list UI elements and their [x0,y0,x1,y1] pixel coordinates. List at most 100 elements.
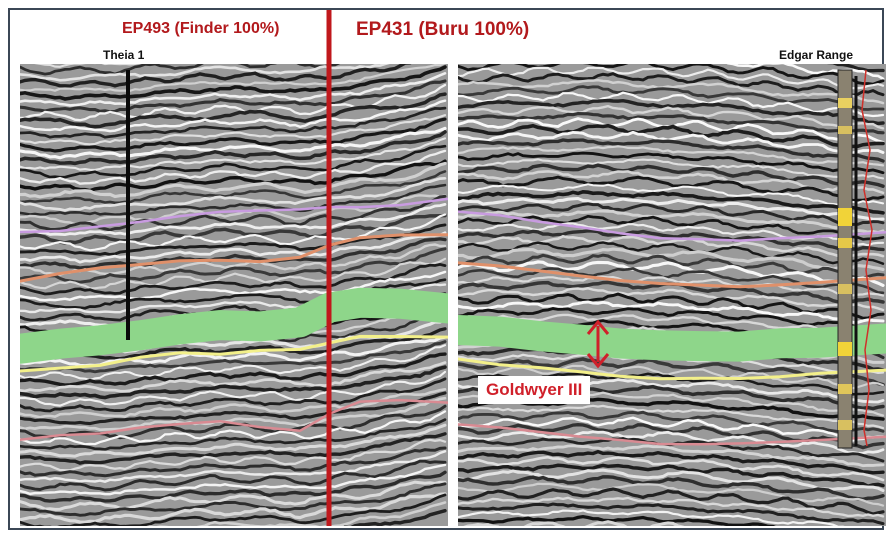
seismic-trace-right [458,123,885,150]
seismic-trace-right [458,357,885,387]
seismic-trace-left [20,117,447,153]
seismic-trace-left [20,64,446,92]
seismic-trace-left [20,149,447,185]
seismic-trace-left [20,64,390,82]
horizon-purple-right [458,210,886,242]
seismic-trace-left [20,213,447,245]
seismic-trace-right [458,529,883,536]
seismic-trace-left [20,270,447,302]
seismic-trace-right [458,130,885,155]
seismic-trace-right [458,138,885,163]
seismic-trace-left [20,237,447,270]
seismic-trace-right [458,502,885,526]
seismic-trace-left [20,194,447,232]
seismic-trace-right [458,209,885,235]
well-log-edgar-range [837,69,873,449]
seismic-trace-right [458,430,885,455]
seismic-trace-left [20,418,447,451]
seismic-trace-left [20,64,341,76]
formation-label-goldwyer-iii: Goldwyer III [478,376,591,404]
seismic-trace-right [458,214,885,241]
seismic-trace-right [458,267,885,295]
seismic-trace-right [458,202,885,227]
seismic-trace-right [463,520,739,526]
seismic-trace-left [20,370,447,407]
seismic-section-left [20,64,448,526]
seismic-trace-right [458,196,885,221]
seismic-trace-left [20,361,447,393]
seismic-trace-right [458,313,885,337]
seismic-trace-right [458,482,885,507]
seismic-section-right [458,64,886,536]
lease-label-ep493: EP493 (Finder 100%) [122,20,280,37]
seismic-trace-left [20,130,447,166]
seismic-trace-right [458,91,885,118]
seismic-trace-right [458,175,885,203]
horizon-pink-right [458,423,886,446]
seismic-trace-right [458,275,885,297]
seismic-trace-right [458,287,885,312]
seismic-trace-right [458,444,885,468]
seismic-trace-right [458,229,885,252]
seismic-trace-right [458,78,885,105]
horizon-yellow-left [20,334,448,373]
seismic-trace-right [458,404,885,430]
seismic-trace-left [20,410,447,446]
seismic-trace-left [20,446,447,478]
seismic-trace-left [20,126,447,160]
horizon-orange-left [20,233,448,283]
seismic-trace-left [20,450,447,483]
well-label-theia-1: Theia 1 [103,48,145,62]
seismic-trace-left [20,170,447,205]
seismic-trace-right [458,416,885,442]
seismic-trace-right [458,253,885,280]
seismic-trace-right [458,66,885,90]
seismic-trace-left [20,493,447,526]
horizon-green-left [20,287,448,364]
seismic-trace-left [20,144,447,179]
seismic-trace-left [20,262,447,296]
seismic-trace-left [20,257,447,290]
seismic-trace-right [458,183,885,206]
seismic-trace-left [20,438,447,472]
seismic-trace-right [458,234,885,258]
seismic-trace-right [458,509,845,526]
seismic-trace-left [20,99,447,133]
seismic-trace-right [458,247,885,271]
seismic-trace-left [20,423,447,458]
seismic-trace-right [458,300,885,324]
seismic-trace-right [458,158,885,180]
seismic-trace-right [458,151,885,175]
seismic-trace-right [458,364,885,390]
well-label-edgar-range: Edgar Range [779,48,854,62]
seismic-trace-left [20,64,412,88]
seismic-trace-right [458,487,885,516]
seismic-trace-left [20,92,447,129]
horizon-green-right [458,315,886,362]
seismic-trace-right [458,463,885,489]
seismic-trace-left [20,114,447,146]
seismic-trace-left [20,391,447,426]
seismic-trace-left [20,247,447,284]
seismic-trace-left [20,387,447,419]
seismic-trace-left [20,231,447,264]
seismic-trace-right [458,112,885,135]
horizon-pink-left [20,398,448,441]
seismic-trace-left [343,508,447,526]
seismic-trace-left [20,161,447,199]
lease-label-ep431: EP431 (Buru 100%) [356,19,530,40]
seismic-trace-left [20,106,447,139]
seismic-trace-left [20,137,447,171]
seismic-trace-left [20,176,447,212]
seismic-trace-right [458,468,885,493]
seismic-trace-right [726,64,885,81]
seismic-trace-left [20,480,447,511]
seismic-trace-right [458,496,885,518]
seismic-trace-right [458,260,885,287]
seismic-trace-right [458,307,885,333]
seismic-trace-left [20,340,447,374]
seismic-trace-left [20,83,447,122]
seismic-trace-right [458,241,885,265]
